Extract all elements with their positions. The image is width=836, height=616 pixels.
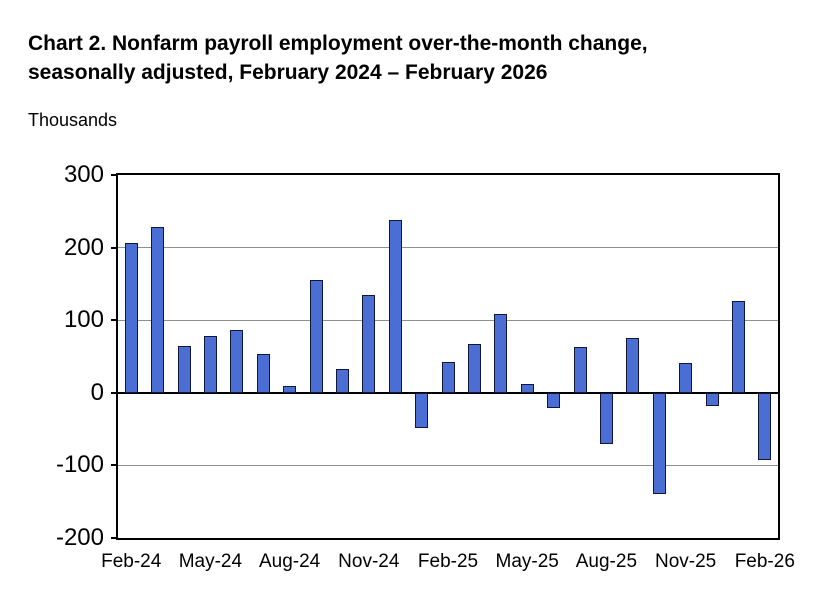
x-tick-label: Feb-26 bbox=[734, 551, 795, 572]
y-tick-label: -200 bbox=[55, 524, 104, 551]
x-tick-label: Feb-24 bbox=[101, 551, 162, 572]
y-tick-label: -100 bbox=[55, 451, 104, 479]
bar bbox=[256, 354, 270, 393]
bar bbox=[626, 337, 640, 393]
x-tick-label: Feb-25 bbox=[417, 551, 479, 572]
bar bbox=[309, 279, 323, 393]
y-tick-mark bbox=[111, 391, 118, 394]
y-axis-units-label: Thousands bbox=[28, 110, 118, 130]
y-tick-mark bbox=[111, 246, 118, 249]
y-gridline bbox=[118, 464, 778, 466]
bar bbox=[441, 361, 455, 393]
bar bbox=[415, 392, 429, 428]
y-tick-mark bbox=[111, 319, 118, 322]
bar bbox=[335, 368, 349, 393]
y-tick-mark bbox=[111, 174, 118, 176]
zero-axis-line bbox=[118, 391, 778, 394]
bar bbox=[230, 329, 244, 393]
y-tick-mark bbox=[111, 464, 118, 467]
plot-area: 300 200 100 0 -100 -200 Feb-24 May-24 Aug-24 Nov-… bbox=[56, 161, 795, 572]
bar bbox=[283, 386, 297, 393]
bar bbox=[151, 227, 165, 393]
bar bbox=[679, 363, 693, 393]
y-tick-label: 100 bbox=[63, 306, 104, 334]
y-tick-label: 0 bbox=[90, 378, 104, 406]
chart-title-line-2: seasonally adjusted, February 2024 – Feb… bbox=[28, 60, 548, 84]
bar bbox=[599, 392, 613, 444]
x-tick-label: Nov-24 bbox=[338, 551, 400, 572]
bar bbox=[758, 392, 772, 460]
x-tick-label: May-25 bbox=[495, 551, 559, 572]
chart-title-line-1: Chart 2. Nonfarm payroll employment over… bbox=[28, 32, 648, 55]
bar bbox=[203, 336, 217, 393]
chart-title: Chart 2. Nonfarm payroll employment over… bbox=[28, 30, 808, 88]
bar bbox=[731, 301, 745, 393]
bar bbox=[520, 384, 534, 393]
x-tick-label: Aug-24 bbox=[258, 551, 321, 572]
bar bbox=[124, 243, 138, 393]
bar bbox=[547, 392, 561, 409]
x-tick-label: May-24 bbox=[178, 551, 243, 572]
bar bbox=[362, 294, 376, 393]
bar bbox=[388, 220, 402, 393]
bar bbox=[494, 314, 508, 393]
bar bbox=[652, 392, 666, 495]
y-tick-mark bbox=[111, 537, 118, 539]
y-gridline bbox=[118, 319, 778, 321]
y-tick-label: 200 bbox=[63, 233, 104, 261]
bar bbox=[705, 392, 719, 406]
x-tick-label: Aug-25 bbox=[575, 551, 638, 572]
y-gridline bbox=[118, 247, 778, 249]
y-tick-label: 300 bbox=[63, 161, 104, 188]
x-tick-label: Nov-25 bbox=[654, 551, 717, 572]
bar bbox=[177, 346, 191, 393]
bar bbox=[573, 347, 587, 393]
bar bbox=[467, 344, 481, 393]
